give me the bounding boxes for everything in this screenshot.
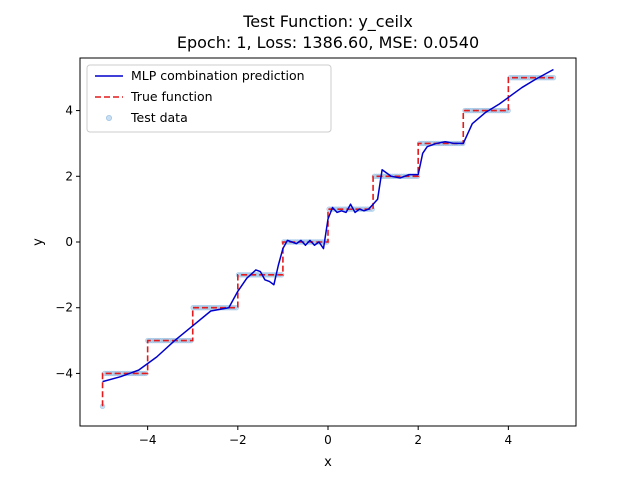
y-axis-label: y <box>31 238 46 246</box>
plot-area <box>99 68 557 409</box>
legend-swatch-test-data <box>106 115 113 122</box>
true-function-line <box>101 76 554 407</box>
chart-title: Test Function: y_ceilx <box>242 12 413 32</box>
y-tick-label: −2 <box>55 301 73 315</box>
legend-label-true-function: True function <box>130 89 213 104</box>
x-tick-label: −4 <box>139 433 157 447</box>
prediction-line <box>102 68 554 383</box>
y-tick-label: 2 <box>65 169 73 183</box>
y-tick-label: −4 <box>55 366 73 380</box>
x-tick-label: 0 <box>324 433 332 447</box>
x-axis-label: x <box>324 455 332 470</box>
y-tick-label: 4 <box>65 104 73 118</box>
chart-subtitle: Epoch: 1, Loss: 1386.60, MSE: 0.0540 <box>177 33 479 52</box>
legend: MLP combination prediction True function… <box>86 64 332 133</box>
x-tick-label: −2 <box>229 433 247 447</box>
legend-label-prediction: MLP combination prediction <box>131 68 305 83</box>
x-tick-label: 4 <box>505 433 513 447</box>
y-tick-label: 0 <box>65 235 73 249</box>
x-axis: −4 −2 0 2 4 <box>139 426 512 447</box>
legend-box <box>86 64 332 133</box>
y-axis: −4 −2 0 2 4 <box>55 104 80 380</box>
x-tick-label: 2 <box>414 433 422 447</box>
legend-label-test-data: Test data <box>130 110 188 125</box>
